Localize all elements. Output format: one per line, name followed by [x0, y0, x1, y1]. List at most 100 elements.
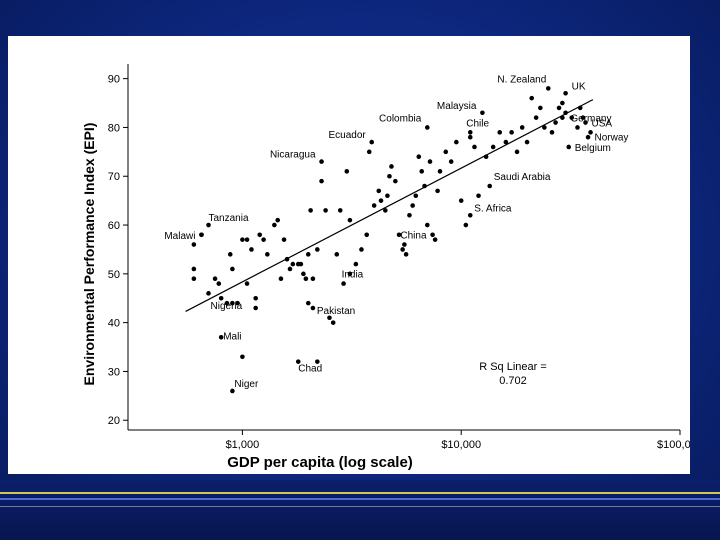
- data-point-labeled: [467, 130, 473, 135]
- data-point-labeled: [341, 281, 346, 286]
- x-tick-label: $10,000: [441, 439, 481, 451]
- data-point: [416, 154, 422, 160]
- y-tick-label: 90: [108, 74, 120, 86]
- data-point: [337, 208, 343, 213]
- y-tick-label: 40: [108, 318, 120, 330]
- point-label: Malaysia: [437, 101, 477, 112]
- data-point: [538, 105, 543, 111]
- data-point: [580, 115, 586, 120]
- data-point: [212, 276, 218, 282]
- data-point-labeled: [230, 300, 235, 306]
- data-point-labeled: [402, 242, 407, 247]
- point-label: China: [400, 231, 427, 242]
- footer-line-3: [0, 506, 720, 507]
- footer-line-1: [0, 492, 720, 494]
- data-point: [301, 271, 306, 277]
- data-point: [427, 159, 433, 164]
- data-point: [472, 144, 477, 150]
- data-point: [344, 169, 350, 174]
- r-squared-label-line2: 0.702: [499, 375, 527, 387]
- data-point: [533, 115, 539, 120]
- point-label: Nigeria: [211, 301, 243, 312]
- point-label: N. Zealand: [497, 74, 546, 85]
- data-point: [503, 139, 509, 145]
- data-point: [577, 105, 583, 111]
- data-point: [235, 300, 240, 306]
- data-point: [272, 222, 277, 228]
- data-point: [298, 261, 304, 267]
- data-point: [575, 125, 580, 130]
- data-point: [323, 208, 328, 213]
- data-point: [240, 237, 245, 242]
- data-point: [315, 247, 320, 252]
- point-label: Pakistan: [317, 306, 355, 317]
- data-point: [425, 222, 430, 228]
- data-point: [218, 295, 224, 301]
- data-point: [206, 291, 211, 296]
- data-point: [549, 130, 555, 135]
- y-tick-label: 70: [108, 171, 120, 183]
- data-point: [497, 130, 503, 135]
- data-point: [467, 134, 473, 140]
- point-label: Germany: [570, 114, 611, 125]
- data-point: [454, 139, 459, 145]
- data-point: [191, 242, 197, 247]
- point-label: USA: [592, 119, 613, 130]
- data-point: [410, 203, 415, 208]
- data-point: [519, 125, 525, 130]
- data-point: [244, 237, 250, 242]
- data-point: [553, 120, 558, 125]
- data-point-labeled: [487, 183, 493, 189]
- data-point: [310, 276, 316, 282]
- point-label: Ecuador: [328, 130, 366, 141]
- point-label: Malawi: [164, 231, 195, 242]
- data-point: [290, 261, 296, 267]
- data-point: [347, 271, 353, 277]
- data-point: [407, 212, 412, 218]
- data-point: [413, 193, 419, 199]
- data-point: [303, 276, 309, 282]
- data-point: [305, 252, 311, 257]
- data-point: [378, 198, 384, 203]
- data-point: [191, 276, 197, 282]
- data-point: [389, 164, 394, 169]
- data-point-labeled: [545, 86, 551, 91]
- point-label: Belgium: [575, 143, 611, 154]
- data-point: [224, 300, 230, 306]
- data-point: [383, 208, 388, 213]
- data-point-labeled: [199, 232, 204, 238]
- data-point: [330, 320, 336, 325]
- data-point: [191, 266, 197, 272]
- data-point-labeled: [295, 359, 301, 364]
- chart-card: 20 30 40 50 60 70 80 90 $1,000 $10,000 $100,000 N.…: [8, 36, 690, 474]
- data-point: [585, 134, 591, 140]
- data-point: [432, 237, 438, 242]
- data-point-labeled: [206, 222, 211, 228]
- data-point: [514, 149, 520, 155]
- x-tick-label: $100,000: [657, 439, 690, 451]
- data-point: [569, 115, 575, 120]
- point-label: Niger: [234, 379, 259, 390]
- data-point-labeled: [566, 144, 572, 150]
- point-label: S. Africa: [474, 203, 512, 214]
- x-tick-label: $1,000: [226, 439, 260, 451]
- fit-line: [185, 99, 594, 312]
- data-point: [216, 281, 222, 286]
- data-point-labeled: [369, 139, 375, 145]
- y-tick-label: 50: [108, 269, 120, 281]
- data-point: [435, 188, 440, 194]
- data-point: [371, 203, 377, 208]
- data-point: [253, 295, 258, 301]
- data-point: [430, 232, 435, 238]
- data-point: [359, 247, 364, 252]
- data-point: [422, 183, 427, 189]
- data-point: [249, 247, 254, 252]
- data-point: [353, 261, 359, 267]
- data-point-labeled: [588, 130, 593, 135]
- data-point: [490, 144, 496, 150]
- scatter-chart: 20 30 40 50 60 70 80 90 $1,000 $10,000 $100,000 N.…: [81, 64, 690, 471]
- data-point-labeled: [230, 388, 235, 394]
- point-label: Chad: [298, 364, 322, 375]
- data-point: [284, 256, 290, 262]
- data-point: [403, 252, 409, 257]
